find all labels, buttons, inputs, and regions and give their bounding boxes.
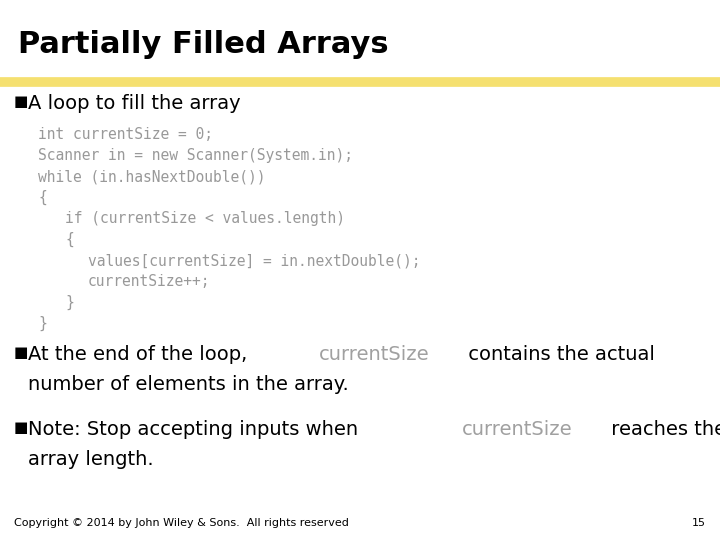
Text: array length.: array length. [28, 450, 153, 469]
Text: At the end of the loop,: At the end of the loop, [28, 345, 253, 364]
Text: A loop to fill the array: A loop to fill the array [28, 94, 240, 113]
Text: {: { [38, 190, 47, 205]
Text: if (currentSize < values.length): if (currentSize < values.length) [65, 211, 345, 226]
Text: currentSize: currentSize [319, 345, 430, 364]
Text: currentSize: currentSize [462, 420, 572, 439]
Text: currentSize++;: currentSize++; [88, 274, 210, 289]
Text: while (in.hasNextDouble()): while (in.hasNextDouble()) [38, 169, 266, 184]
Text: Note: Stop accepting inputs when: Note: Stop accepting inputs when [28, 420, 364, 439]
Text: contains the actual: contains the actual [462, 345, 654, 364]
Text: ■: ■ [14, 420, 28, 435]
Text: values[currentSize] = in.nextDouble();: values[currentSize] = in.nextDouble(); [88, 253, 420, 268]
Text: ■: ■ [14, 345, 28, 360]
Text: 15: 15 [692, 518, 706, 528]
Text: Copyright © 2014 by John Wiley & Sons.  All rights reserved: Copyright © 2014 by John Wiley & Sons. A… [14, 518, 349, 528]
Text: Partially Filled Arrays: Partially Filled Arrays [18, 30, 389, 59]
Text: }: } [65, 295, 73, 310]
Text: {: { [65, 232, 73, 247]
Text: ■: ■ [14, 94, 28, 109]
Text: reaches the: reaches the [605, 420, 720, 439]
Text: number of elements in the array.: number of elements in the array. [28, 375, 348, 394]
Text: Scanner in = new Scanner(System.in);: Scanner in = new Scanner(System.in); [38, 148, 353, 163]
Text: }: } [38, 316, 47, 331]
Text: int currentSize = 0;: int currentSize = 0; [38, 127, 213, 142]
